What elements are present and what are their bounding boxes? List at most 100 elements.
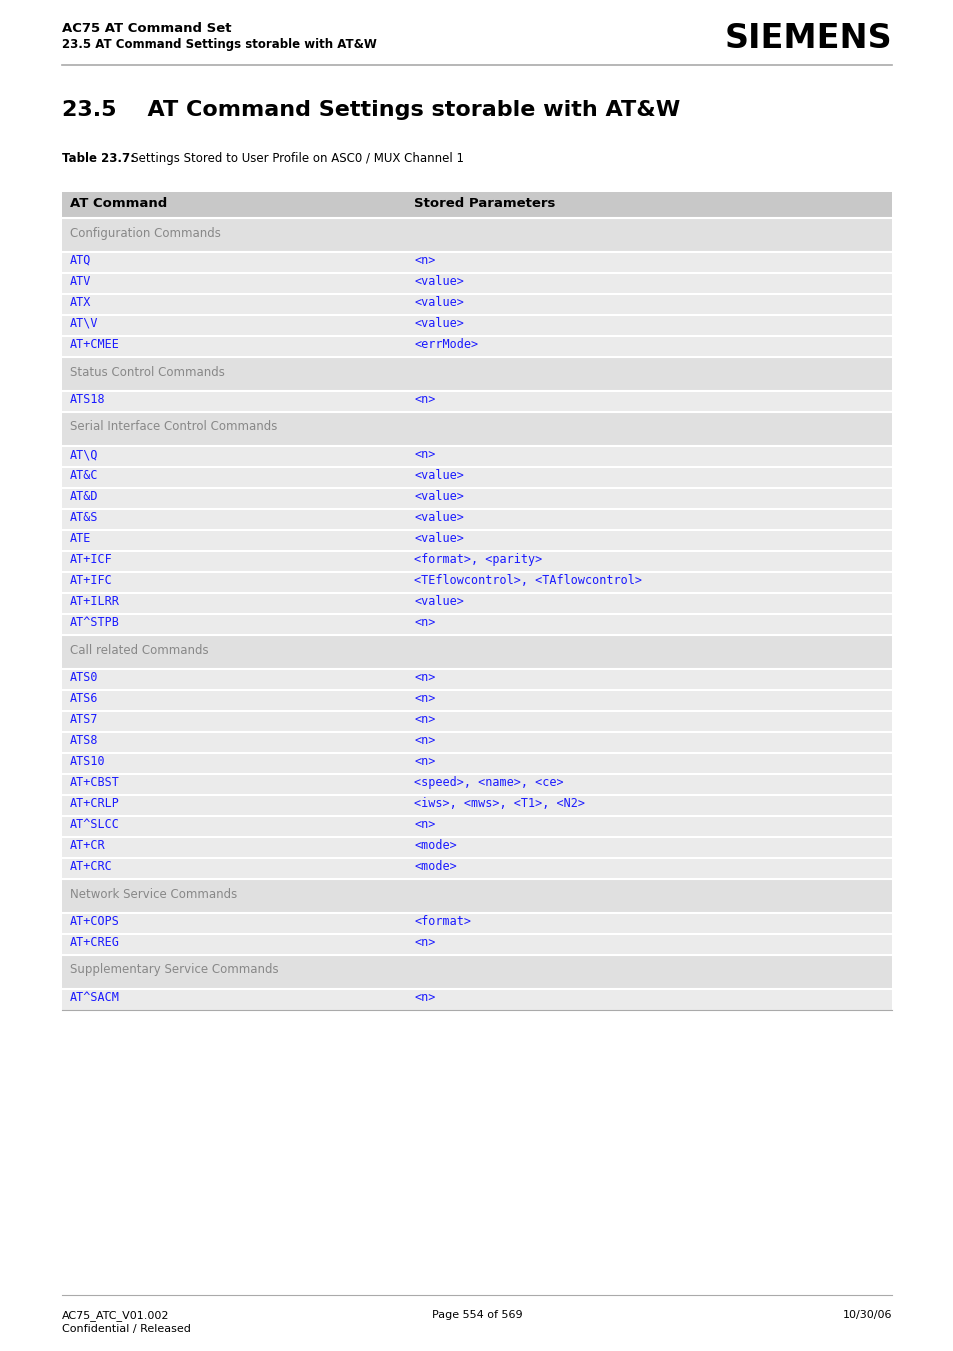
Text: <n>: <n> (414, 755, 436, 767)
Text: ATS6: ATS6 (70, 692, 98, 705)
Text: <TEflowcontrol>, <TAflowcontrol>: <TEflowcontrol>, <TAflowcontrol> (414, 574, 641, 586)
Text: <n>: <n> (414, 734, 436, 747)
Text: <n>: <n> (414, 992, 436, 1004)
Bar (62, 253, 891, 273)
Text: <n>: <n> (414, 817, 436, 831)
Text: <n>: <n> (414, 692, 436, 705)
Text: <value>: <value> (414, 276, 464, 288)
Bar (62, 488, 891, 509)
Bar (62, 295, 891, 315)
Bar (62, 509, 891, 530)
Text: <mode>: <mode> (414, 839, 456, 852)
Text: <value>: <value> (414, 296, 464, 309)
Text: AT\Q: AT\Q (70, 449, 98, 461)
Text: AT+ILRR: AT+ILRR (70, 594, 120, 608)
Text: <mode>: <mode> (414, 861, 456, 873)
Bar (62, 838, 891, 858)
Bar (62, 690, 891, 711)
Text: <n>: <n> (414, 713, 436, 725)
Text: AT+CREG: AT+CREG (70, 936, 120, 948)
Text: <n>: <n> (414, 254, 436, 267)
Text: Page 554 of 569: Page 554 of 569 (432, 1310, 521, 1320)
Text: 10/30/06: 10/30/06 (841, 1310, 891, 1320)
Text: ATS0: ATS0 (70, 671, 98, 684)
Text: <format>, <parity>: <format>, <parity> (414, 553, 542, 566)
Text: <format>: <format> (414, 915, 471, 928)
Bar (62, 913, 891, 934)
Text: 23.5 AT Command Settings storable with AT&W: 23.5 AT Command Settings storable with A… (62, 38, 376, 51)
Text: SIEMENS: SIEMENS (723, 22, 891, 55)
Text: AC75_ATC_V01.002: AC75_ATC_V01.002 (62, 1310, 170, 1321)
Bar (62, 446, 891, 467)
Text: AT&D: AT&D (70, 490, 98, 503)
Text: AT&S: AT&S (70, 511, 98, 524)
Text: AT^SLCC: AT^SLCC (70, 817, 120, 831)
Bar (62, 816, 891, 838)
Text: Table 23.7:: Table 23.7: (62, 153, 135, 165)
Text: <speed>, <name>, <ce>: <speed>, <name>, <ce> (414, 775, 563, 789)
Bar (62, 711, 891, 732)
Bar (62, 530, 891, 551)
Text: Settings Stored to User Profile on ASC0 / MUX Channel 1: Settings Stored to User Profile on ASC0 … (120, 153, 463, 165)
Text: <n>: <n> (414, 449, 436, 461)
Text: <n>: <n> (414, 616, 436, 630)
Text: <n>: <n> (414, 936, 436, 948)
Bar (62, 273, 891, 295)
Text: Supplementary Service Commands: Supplementary Service Commands (70, 963, 278, 977)
Bar (62, 357, 891, 390)
Text: <errMode>: <errMode> (414, 338, 478, 351)
Bar (62, 635, 891, 669)
Text: <iws>, <mws>, <T1>, <N2>: <iws>, <mws>, <T1>, <N2> (414, 797, 585, 811)
Text: 23.5    AT Command Settings storable with AT&W: 23.5 AT Command Settings storable with A… (62, 100, 679, 120)
Bar (62, 613, 891, 635)
Bar (62, 412, 891, 446)
Text: ATQ: ATQ (70, 254, 91, 267)
Text: <value>: <value> (414, 532, 464, 544)
Text: <value>: <value> (414, 490, 464, 503)
Text: <value>: <value> (414, 594, 464, 608)
Text: <n>: <n> (414, 671, 436, 684)
Text: ATS10: ATS10 (70, 755, 106, 767)
Text: ATE: ATE (70, 532, 91, 544)
Bar (62, 315, 891, 336)
Text: AT+CBST: AT+CBST (70, 775, 120, 789)
Bar (62, 593, 891, 613)
Text: AT+CMEE: AT+CMEE (70, 338, 120, 351)
Text: AT^STPB: AT^STPB (70, 616, 120, 630)
Bar (62, 336, 891, 357)
Text: ATX: ATX (70, 296, 91, 309)
Bar (62, 390, 891, 412)
Text: AT+CR: AT+CR (70, 839, 106, 852)
Text: <n>: <n> (414, 393, 436, 407)
Text: AT&C: AT&C (70, 469, 98, 482)
Bar (62, 934, 891, 955)
Text: Status Control Commands: Status Control Commands (70, 366, 225, 378)
Text: ATS8: ATS8 (70, 734, 98, 747)
Text: <value>: <value> (414, 317, 464, 330)
Text: AT^SACM: AT^SACM (70, 992, 120, 1004)
Text: <value>: <value> (414, 469, 464, 482)
Text: AT+CRLP: AT+CRLP (70, 797, 120, 811)
Bar (62, 571, 891, 593)
Bar (62, 467, 891, 488)
Text: <value>: <value> (414, 511, 464, 524)
Bar (62, 192, 891, 218)
Text: Confidential / Released: Confidential / Released (62, 1324, 191, 1333)
Bar (62, 955, 891, 989)
Text: AT+ICF: AT+ICF (70, 553, 112, 566)
Bar (62, 858, 891, 880)
Bar (62, 732, 891, 753)
Bar (62, 551, 891, 571)
Bar (62, 218, 891, 253)
Text: ATS18: ATS18 (70, 393, 106, 407)
Text: AT+CRC: AT+CRC (70, 861, 112, 873)
Text: ATS7: ATS7 (70, 713, 98, 725)
Text: AT+IFC: AT+IFC (70, 574, 112, 586)
Bar (62, 989, 891, 1011)
Text: Configuration Commands: Configuration Commands (70, 227, 221, 239)
Text: Stored Parameters: Stored Parameters (414, 197, 556, 209)
Text: ATV: ATV (70, 276, 91, 288)
Text: Network Service Commands: Network Service Commands (70, 888, 237, 901)
Bar (62, 880, 891, 913)
Bar (62, 774, 891, 794)
